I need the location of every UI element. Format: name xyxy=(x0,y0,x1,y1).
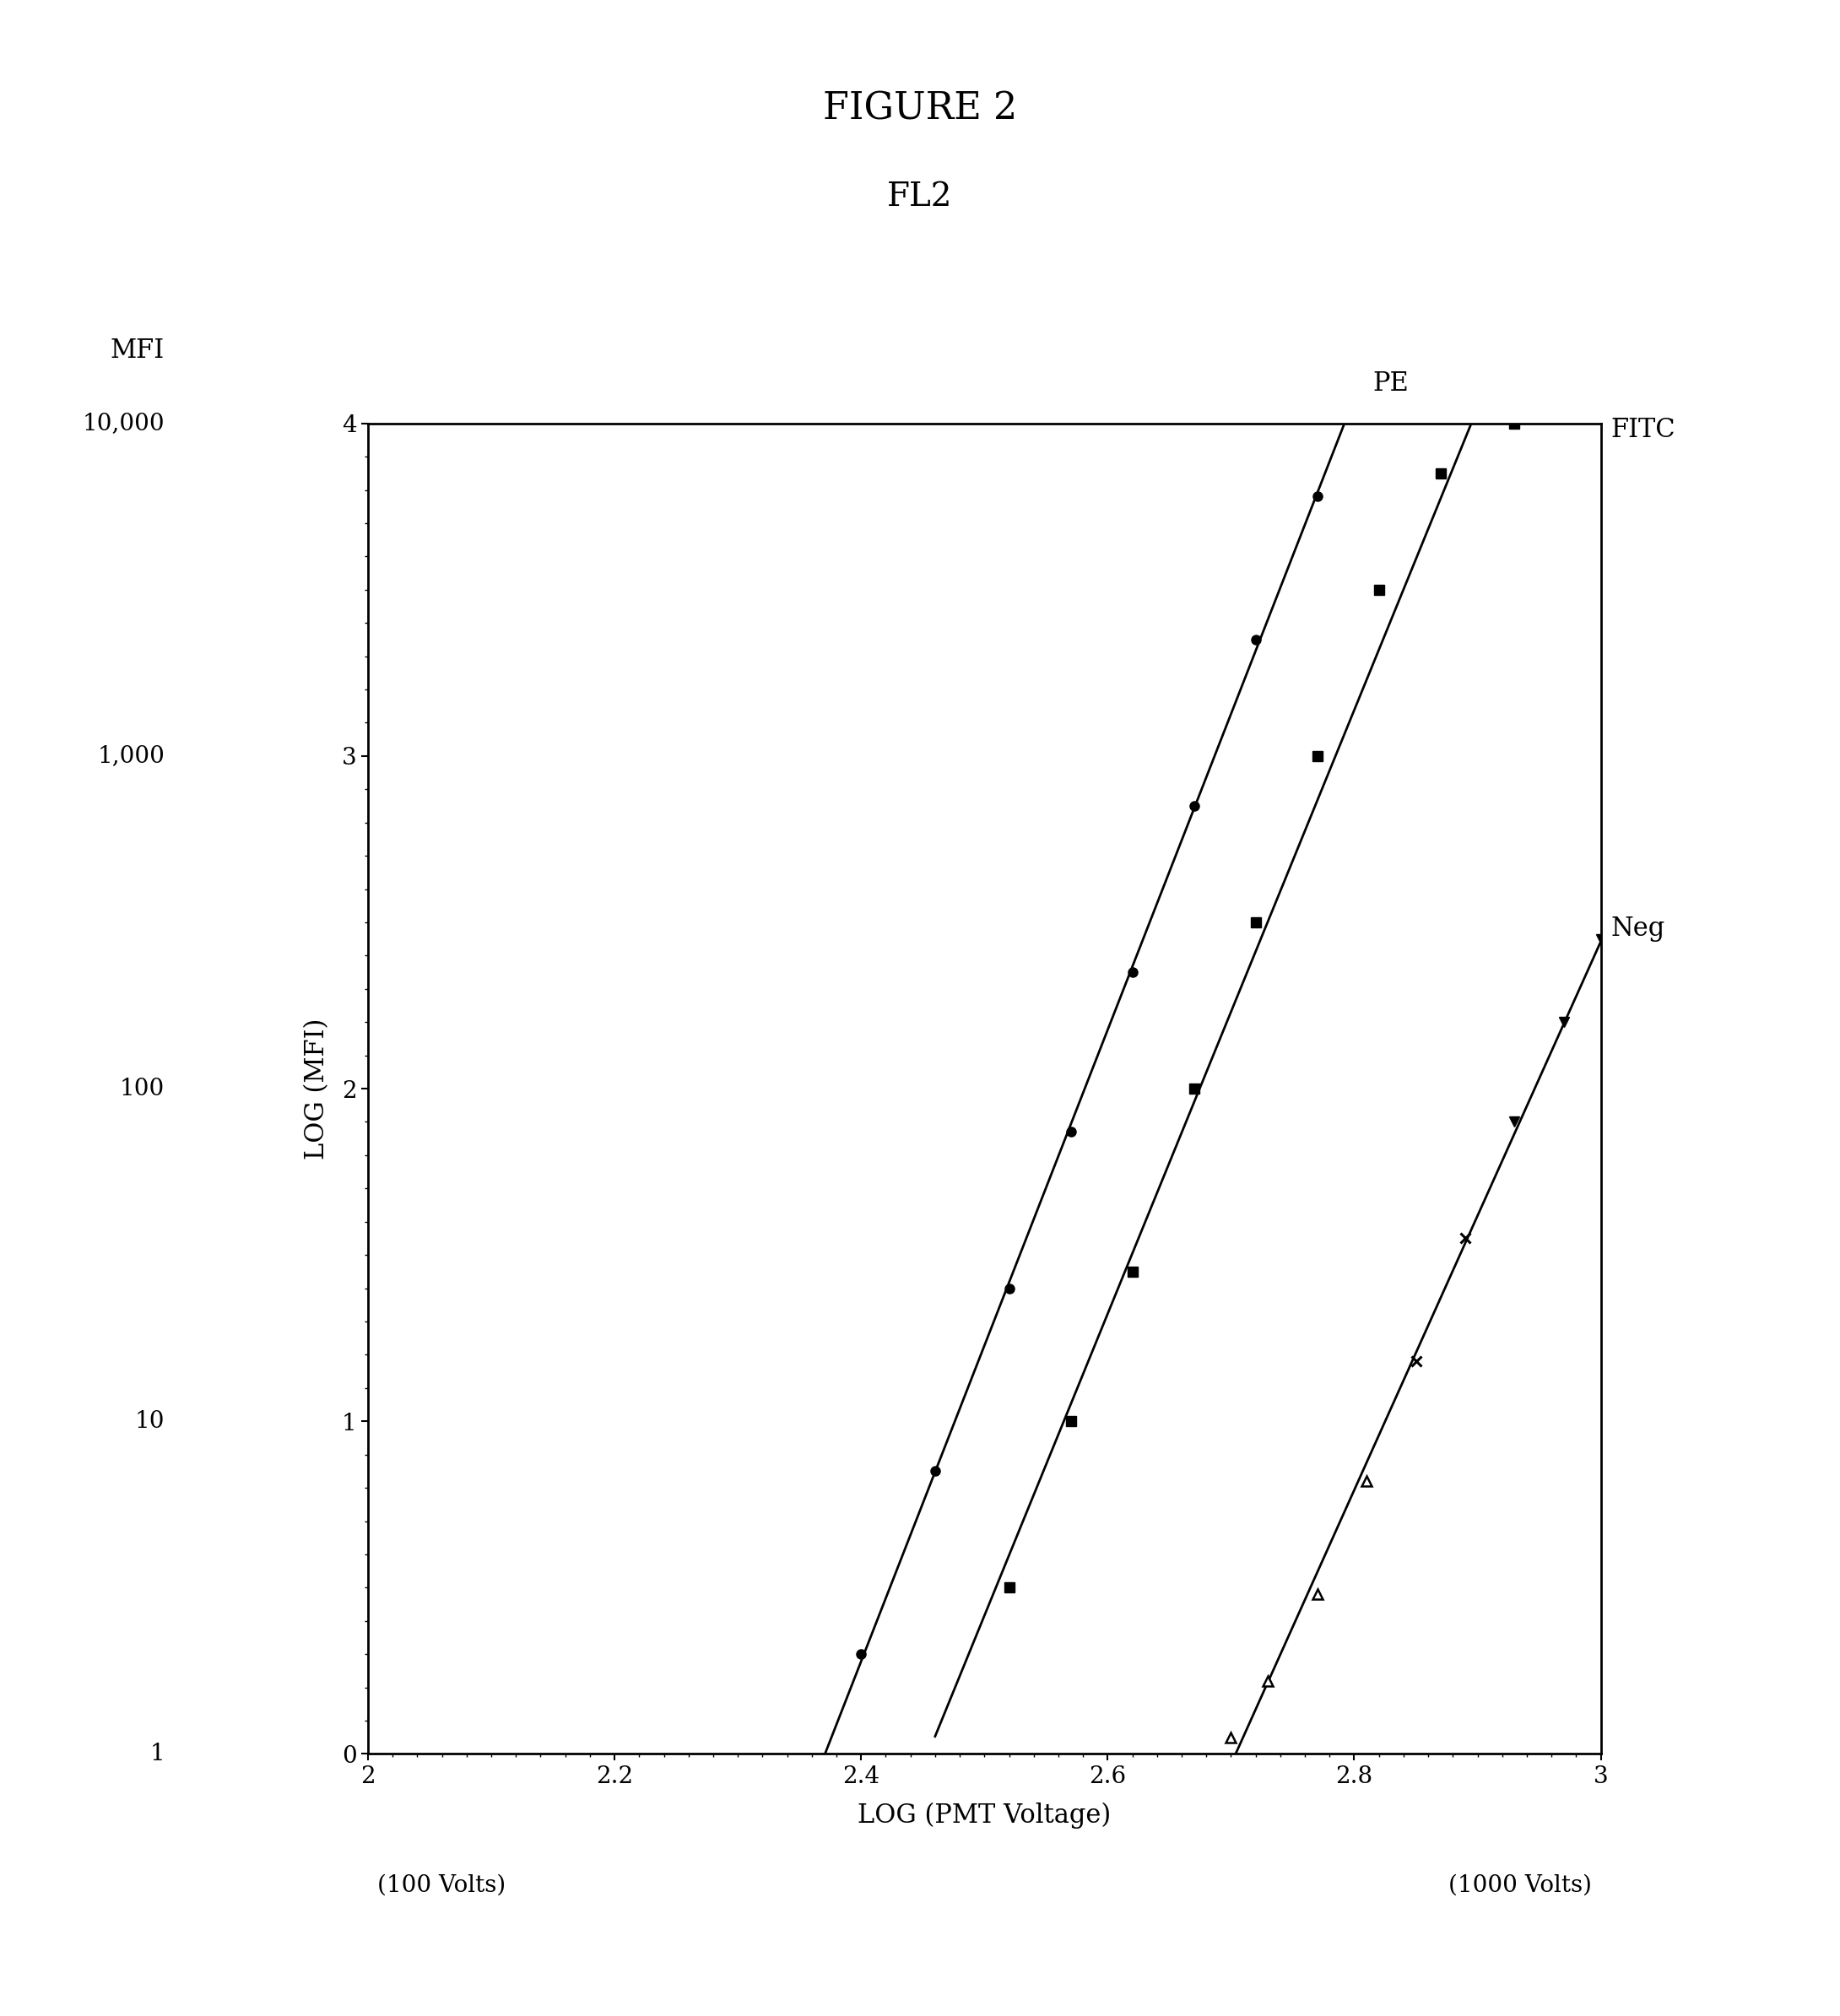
Text: 10: 10 xyxy=(134,1409,164,1433)
Text: 100: 100 xyxy=(120,1077,164,1101)
X-axis label: LOG (PMT Voltage): LOG (PMT Voltage) xyxy=(857,1802,1111,1829)
Text: PE: PE xyxy=(1373,371,1409,397)
Y-axis label: LOG (MFI): LOG (MFI) xyxy=(304,1018,329,1159)
Text: MFI: MFI xyxy=(110,337,164,363)
Text: Neg: Neg xyxy=(1610,915,1665,941)
Text: (100 Volts): (100 Volts) xyxy=(377,1873,506,1897)
Text: (1000 Volts): (1000 Volts) xyxy=(1448,1873,1592,1897)
Text: 1: 1 xyxy=(149,1742,164,1766)
Text: 10,000: 10,000 xyxy=(83,411,164,435)
Text: FIGURE 2: FIGURE 2 xyxy=(822,91,1018,127)
Text: FL2: FL2 xyxy=(887,181,953,212)
Text: 1,000: 1,000 xyxy=(98,744,164,768)
Text: FITC: FITC xyxy=(1610,417,1676,444)
